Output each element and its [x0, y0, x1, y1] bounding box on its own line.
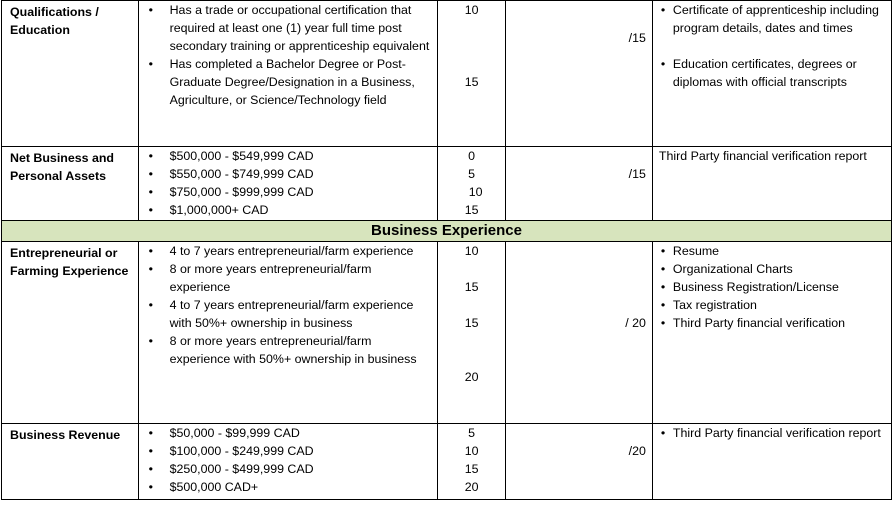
docs-qualifications: Certificate of apprenticeship including …	[651, 0, 893, 147]
criteria-experience: Entrepreneurial or Farming Experience	[1, 241, 139, 424]
total-value: /20	[628, 444, 646, 458]
total-value: /15	[628, 167, 646, 181]
list-item: Third Party financial verification	[659, 314, 887, 332]
list-item: $50,000 - $99,999 CAD	[139, 424, 437, 442]
points-qualifications: 10 15	[436, 0, 507, 147]
list-item: $500,000 CAD+	[139, 478, 437, 496]
list-item: Business Registration/License	[659, 278, 887, 296]
list-item: Tax registration	[659, 296, 887, 314]
section-title-business-experience: Business Experience	[1, 220, 892, 242]
points-value: 10	[464, 444, 479, 458]
list-item: $550,000 - $749,999 CAD	[139, 165, 437, 183]
table-row-qualifications: Qualifications / Education Has a trade o…	[1, 0, 893, 147]
list-item: 4 to 7 years entrepreneurial/farm experi…	[139, 242, 437, 260]
list-item: $100,000 - $249,999 CAD	[139, 442, 437, 460]
points-revenue: 5 10 15 20	[436, 423, 507, 500]
points-value: 15	[464, 75, 479, 89]
points-value: 5	[468, 426, 476, 440]
points-value: 10	[468, 185, 483, 199]
points-value: 15	[464, 316, 479, 330]
list-item: $500,000 - $549,999 CAD	[139, 147, 437, 165]
list-item: 8 or more years entrepreneurial/farm exp…	[139, 260, 437, 296]
table-row-revenue: Business Revenue $50,000 - $99,999 CAD $…	[1, 423, 893, 500]
options-experience: 4 to 7 years entrepreneurial/farm experi…	[137, 241, 438, 424]
total-value: / 20	[625, 316, 646, 330]
total-net-assets: /15	[505, 146, 653, 221]
points-value: 15	[464, 462, 479, 476]
criteria-revenue: Business Revenue	[1, 423, 139, 500]
table-row-net-assets: Net Business and Personal Assets $500,00…	[1, 146, 893, 221]
options-qualifications: Has a trade or occupational certificatio…	[137, 0, 438, 147]
points-value: 10	[464, 244, 479, 258]
list-item: Education certificates, degrees or diplo…	[659, 55, 887, 91]
list-item: Resume	[659, 242, 887, 260]
docs-experience: Resume Organizational Charts Business Re…	[651, 241, 893, 424]
list-item: 8 or more years entrepreneurial/farm exp…	[139, 332, 437, 368]
points-value: 10	[464, 3, 479, 17]
section-header-row: Business Experience	[1, 220, 892, 242]
points-value: 15	[464, 280, 479, 294]
criteria-qualifications: Qualifications / Education	[1, 0, 139, 147]
docs-revenue: Third Party financial verification repor…	[651, 423, 893, 500]
total-qualifications: /15	[505, 0, 653, 147]
list-item: Has completed a Bachelor Degree or Post-…	[139, 55, 437, 109]
points-value: 20	[464, 370, 479, 384]
points-value: 20	[464, 480, 479, 494]
list-item: Certificate of apprenticeship including …	[659, 1, 887, 37]
list-item: $1,000,000+ CAD	[139, 201, 437, 219]
criteria-net-assets: Net Business and Personal Assets	[1, 146, 139, 221]
table-row-experience: Entrepreneurial or Farming Experience 4 …	[1, 241, 893, 424]
list-item: 4 to 7 years entrepreneurial/farm experi…	[139, 296, 437, 332]
list-item: Organizational Charts	[659, 260, 887, 278]
list-item: Has a trade or occupational certificatio…	[139, 1, 437, 55]
points-value: 5	[468, 167, 476, 181]
list-item: Third Party financial verification repor…	[659, 424, 887, 442]
options-revenue: $50,000 - $99,999 CAD $100,000 - $249,99…	[137, 423, 438, 500]
points-value: 0	[468, 149, 476, 163]
total-experience: / 20	[505, 241, 653, 424]
options-net-assets: $500,000 - $549,999 CAD $550,000 - $749,…	[137, 146, 438, 221]
list-item: $250,000 - $499,999 CAD	[139, 460, 437, 478]
total-value: /15	[628, 31, 646, 45]
points-value: 15	[464, 203, 479, 217]
points-net-assets: 0 5 10 15	[436, 146, 507, 221]
total-revenue: /20	[505, 423, 653, 500]
list-item: $750,000 - $999,999 CAD	[139, 183, 437, 201]
points-experience: 10 15 15 20	[436, 241, 507, 424]
docs-net-assets: Third Party financial verification repor…	[651, 146, 893, 221]
